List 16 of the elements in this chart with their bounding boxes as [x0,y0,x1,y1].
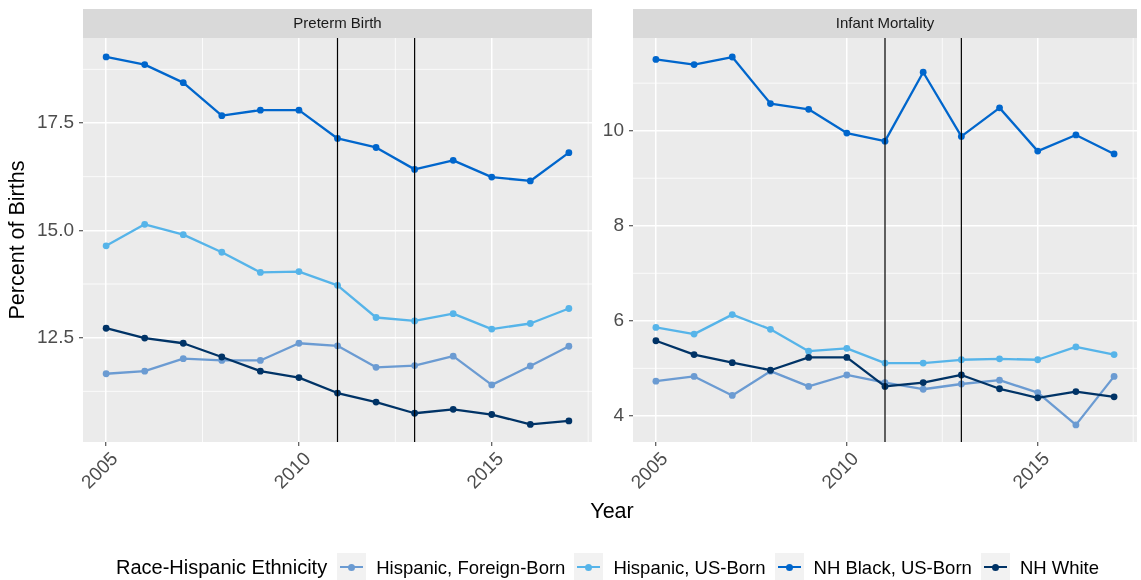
y-axis-title: Percent of Births [4,160,29,320]
y-tick-label: 6 [613,309,624,331]
chart-title: Infant Mortality [835,13,935,31]
y-tick-label: 4 [613,404,625,426]
legend-label: NH Black, US-Born [813,556,972,579]
legend-label: NH White [1019,556,1100,579]
x-axis-title: Year [589,499,635,523]
legend-title: Race-Hispanic Ethnicity [115,556,328,579]
y-tick-label: 8 [613,213,624,235]
chart-title: Preterm Birth [293,13,382,31]
y-tick-label: 15.0 [37,218,74,240]
legend-label: Hispanic, US-Born [613,556,766,579]
y-tick-label: 12.5 [37,325,74,347]
y-tick-label: 17.5 [37,111,74,133]
legend-label: Hispanic, Foreign-Born [376,556,566,579]
y-tick-label: 10 [602,118,624,140]
